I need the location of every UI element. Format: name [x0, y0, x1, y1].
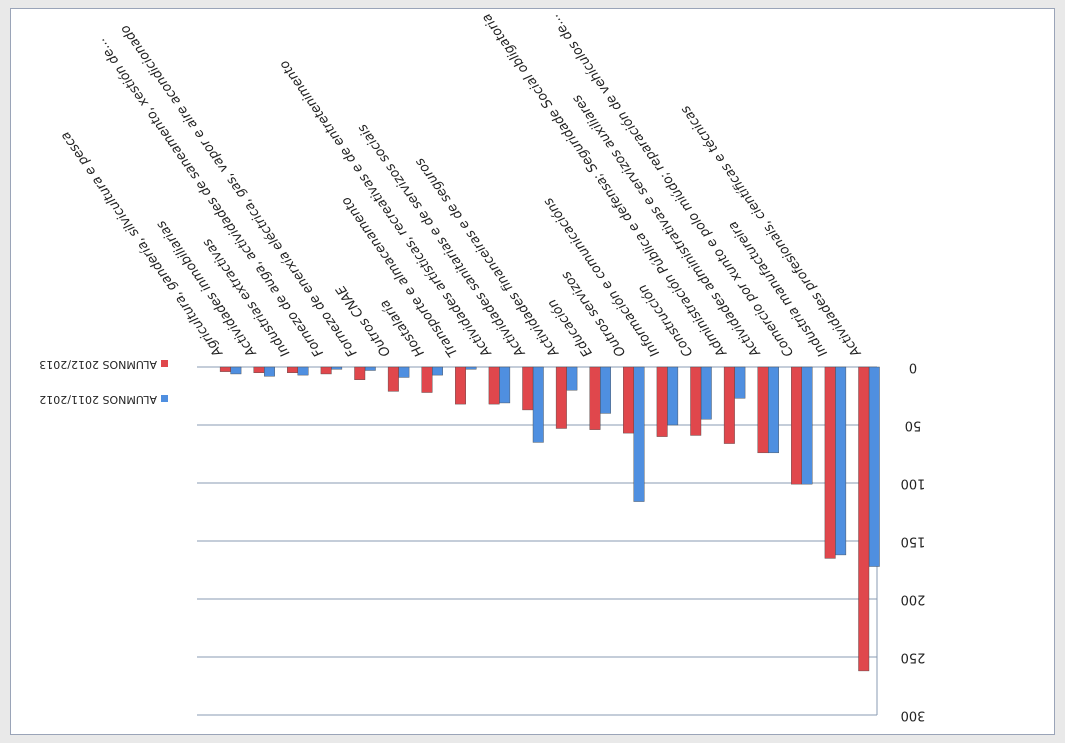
bar-2011-2012 [600, 366, 611, 414]
bar-2012-2013 [522, 366, 534, 411]
bar-2012-2013 [320, 366, 332, 375]
bar-2011-2012 [633, 366, 645, 502]
y-tick-label: 150 [901, 534, 926, 549]
bar-2012-2013 [354, 366, 366, 380]
bar-2011-2012 [263, 366, 275, 377]
y-tick-label: 250 [901, 650, 926, 665]
bar-2012-2013 [387, 366, 399, 392]
bar-2012-2013 [723, 366, 735, 444]
bar-2011-2012 [532, 366, 544, 443]
bar-2012-2013 [791, 366, 802, 485]
bar-2012-2013 [455, 366, 466, 405]
bar-2012-2013 [253, 366, 265, 374]
y-tick-label: 300 [901, 708, 926, 723]
y-tick-label: 50 [905, 418, 922, 433]
category-label: Fornezo de enerxía eléctrica, gas, vapor… [118, 22, 361, 360]
bar-2011-2012 [734, 366, 746, 399]
y-tick-label: 0 [909, 360, 917, 375]
bar-2012-2013 [287, 366, 298, 374]
bar-2012-2013 [757, 366, 769, 454]
legend-swatch [161, 360, 168, 367]
bar-2012-2013 [690, 366, 702, 436]
category-labels: Actividades profesionais, científicas e … [58, 10, 865, 360]
chart-frame: 0 50 100 150 200 250 300 Actividades profesion… [10, 8, 1055, 735]
bar-2011-2012 [465, 366, 477, 370]
bar-2011-2012 [868, 366, 880, 567]
legend-label: ALUMNOS 2012/2013 [39, 358, 157, 371]
bar-2011-2012 [297, 366, 309, 376]
bar-2011-2012 [230, 366, 242, 375]
bar-2011-2012 [801, 366, 813, 485]
bar-2011-2012 [700, 366, 712, 420]
y-tick-label: 100 [901, 476, 926, 491]
bar-2012-2013 [421, 366, 433, 393]
bar-2011-2012 [331, 366, 343, 370]
legend-swatch [161, 395, 168, 402]
bar-2012-2013 [858, 366, 870, 672]
legend: ALUMNOS 2011/2012 ALUMNOS 2012/2013 [39, 358, 168, 406]
bar-2011-2012 [566, 366, 578, 391]
bar-2012-2013 [656, 366, 668, 437]
bar-2011-2012 [667, 366, 679, 426]
bar-2011-2012 [835, 366, 847, 556]
bar-2011-2012 [768, 366, 779, 454]
bars [219, 366, 880, 672]
y-tick-label: 200 [901, 592, 926, 607]
y-axis-ticks: 0 50 100 150 200 250 300 [901, 360, 926, 723]
bar-2012-2013 [219, 366, 231, 372]
bar-2012-2013 [488, 366, 500, 405]
bar-2011-2012 [432, 366, 443, 376]
bar-2012-2013 [589, 366, 601, 430]
bar-chart: 0 50 100 150 200 250 300 Actividades profesion… [39, 10, 926, 723]
bar-2012-2013 [623, 366, 634, 434]
bar-2011-2012 [499, 366, 511, 404]
bar-2012-2013 [555, 366, 567, 429]
gridlines [197, 366, 878, 716]
bar-2011-2012 [364, 366, 376, 371]
bar-2011-2012 [398, 366, 410, 378]
bar-2012-2013 [824, 366, 836, 559]
legend-label: ALUMNOS 2011/2012 [39, 393, 157, 406]
